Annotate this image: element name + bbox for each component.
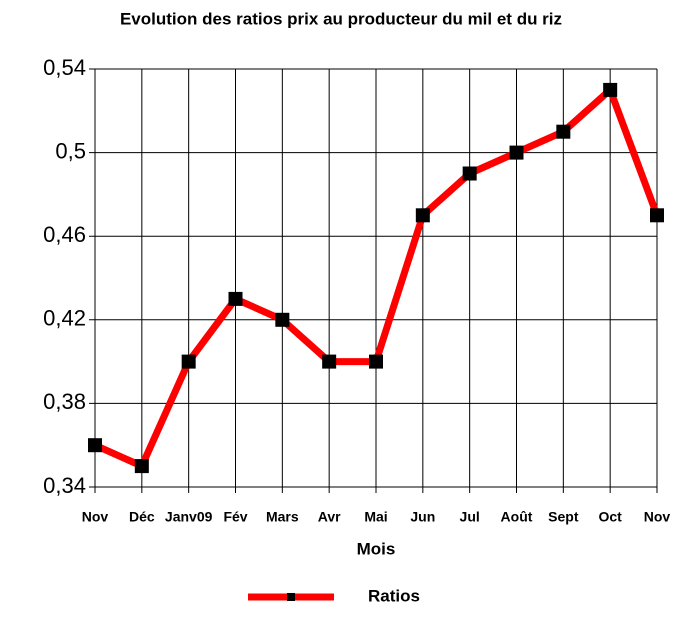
legend-marker <box>287 593 295 601</box>
y-tick-label: 0,42 <box>43 306 86 331</box>
data-point <box>509 145 524 160</box>
data-point <box>228 291 243 306</box>
y-tick-label: 0,54 <box>43 55 86 80</box>
data-point <box>369 354 383 369</box>
x-tick-label: Avr <box>318 509 341 525</box>
x-tick-label: Oct <box>598 509 622 525</box>
data-point <box>556 124 571 139</box>
x-tick-label: Janv09 <box>165 509 213 525</box>
x-tick-label: Mars <box>266 509 299 525</box>
x-axis-label: Mois <box>357 539 396 558</box>
data-point <box>134 459 149 474</box>
data-point <box>275 312 290 327</box>
x-tick-label: Mai <box>364 509 387 525</box>
x-tick-label: Déc <box>129 509 155 525</box>
x-tick-label: Août <box>501 509 533 525</box>
x-tick-label: Jul <box>460 509 480 525</box>
data-point <box>650 208 664 223</box>
data-point <box>603 82 618 97</box>
x-tick-label: Nov <box>644 509 671 525</box>
data-point <box>462 166 477 181</box>
data-point <box>181 354 196 369</box>
x-tick-label: Nov <box>82 509 109 525</box>
chart-title: Evolution des ratios prix au producteur … <box>120 9 562 28</box>
y-tick-label: 0,38 <box>43 389 86 414</box>
data-point <box>322 354 337 369</box>
y-tick-label: 0,34 <box>43 473 86 498</box>
x-tick-label: Jun <box>410 509 435 525</box>
y-tick-label: 0,5 <box>55 138 86 163</box>
x-tick-label: Sept <box>548 509 579 525</box>
data-point <box>415 208 430 223</box>
data-point <box>88 438 102 453</box>
x-tick-label: Fév <box>223 509 247 525</box>
legend-label: Ratios <box>368 586 420 605</box>
y-tick-label: 0,46 <box>43 222 86 247</box>
